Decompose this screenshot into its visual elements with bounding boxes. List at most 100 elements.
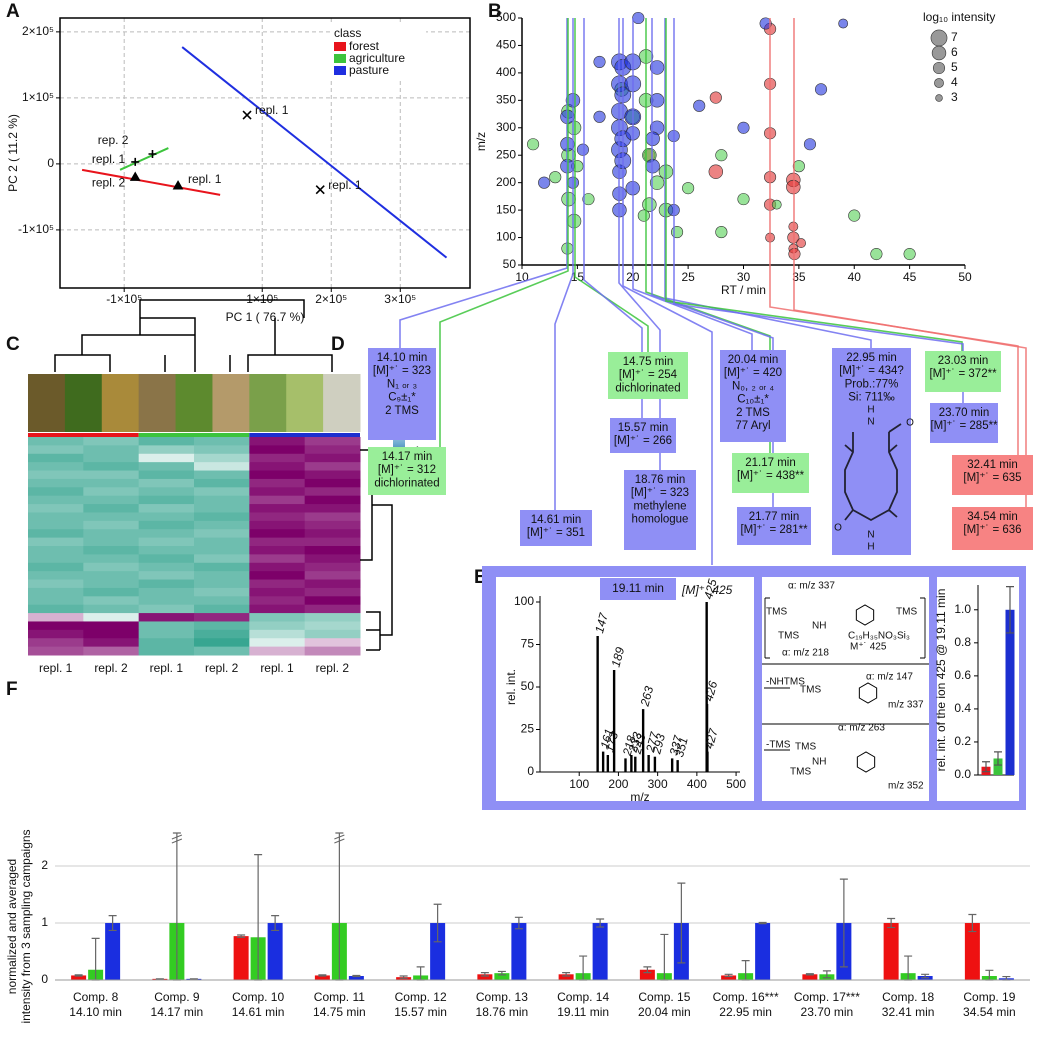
photo	[138, 374, 177, 432]
point	[576, 143, 589, 156]
y-tick-label: 0.0	[954, 767, 971, 781]
heatmap-cell	[304, 621, 361, 631]
heatmap-cell	[83, 587, 140, 597]
heatmap-cell	[83, 453, 140, 463]
heatmap-cell	[28, 453, 84, 463]
point-label: rep. 2	[98, 133, 129, 147]
heatmap-cell	[83, 604, 140, 614]
peak-label: 293	[649, 732, 668, 756]
x-tick-label: 30	[737, 270, 751, 284]
heatmap-cell	[249, 613, 306, 622]
y-tick-label: 25	[521, 722, 535, 736]
peak-label: 173	[602, 730, 621, 753]
error-bar	[805, 973, 814, 976]
heatmap-cell	[194, 453, 250, 463]
annotation-box	[732, 453, 809, 493]
x-axis-label: PC 1 ( 76.7 %)	[226, 310, 305, 324]
photo	[64, 374, 103, 432]
size-legend-label: 6	[951, 45, 958, 59]
heatmap-cell	[28, 596, 84, 606]
heatmap-cell	[138, 470, 195, 480]
heatmap-cell	[138, 587, 195, 597]
y-tick-label: 500	[496, 10, 516, 24]
heatmap-cell	[83, 629, 140, 639]
x-tick-label: 400	[687, 777, 707, 791]
x-tick-label: Comp. 16***	[713, 990, 779, 1004]
panel-letter: B	[488, 1, 502, 22]
annotation-box	[930, 403, 998, 443]
bar	[494, 973, 510, 980]
point-marker	[172, 180, 184, 190]
x-tick-label: 35	[792, 270, 806, 284]
benzene-ring	[856, 751, 876, 773]
heatmap-cell	[249, 529, 306, 539]
bar	[883, 923, 899, 980]
error-bar	[108, 915, 117, 932]
x-tick-sublabel: 22.95 min	[719, 1005, 772, 1019]
y-axis-label: normalized and averaged	[5, 859, 19, 994]
scheme-label: TMS	[790, 767, 811, 778]
heatmap-cell	[28, 462, 84, 472]
annotation-line: 23.70 min	[939, 407, 990, 419]
peak-label: 427	[702, 726, 721, 750]
heatmap-cell	[138, 621, 195, 631]
point	[642, 197, 657, 212]
heatmap-cell	[194, 596, 250, 606]
point	[737, 193, 750, 206]
annotation-line: 14.10 min	[377, 352, 428, 364]
bar	[71, 975, 87, 980]
heatmap-cell	[194, 478, 250, 488]
x-axis-label: m/z	[630, 790, 649, 804]
x-tick-label: Comp. 15	[638, 990, 690, 1004]
heatmap-cell	[28, 537, 84, 547]
heatmap-cell	[304, 478, 361, 488]
heatmap-cell	[83, 520, 140, 530]
point-marker	[242, 110, 252, 120]
y-tick-label: -1×10⁵	[18, 222, 54, 236]
heatmap-cell	[138, 629, 195, 639]
error-bar	[839, 878, 848, 968]
x-tick-label: Comp. 11	[314, 990, 365, 1004]
heatmap-cell	[138, 504, 195, 513]
heatmap-cell	[194, 520, 250, 530]
x-tick-sublabel: 23.70 min	[801, 1005, 854, 1019]
scheme-label: α: m/z 147	[866, 672, 913, 683]
x-tick-sublabel: 34.54 min	[963, 1005, 1016, 1019]
legend-swatch	[334, 66, 346, 75]
heatmap-cell	[249, 621, 306, 631]
point-label: repl. 1	[328, 178, 362, 192]
structure	[844, 432, 898, 522]
error-bar	[318, 974, 327, 977]
structure-atom: N	[867, 530, 874, 541]
connector-line	[439, 18, 569, 447]
heatmap-cell	[249, 462, 306, 472]
point	[649, 175, 665, 190]
heatmap-cell	[138, 571, 195, 581]
x-tick-sublabel: 14.61 min	[232, 1005, 285, 1019]
heatmap-cell	[28, 470, 84, 480]
bar	[964, 923, 980, 980]
photo	[286, 374, 324, 432]
structure-atom: O	[906, 418, 914, 429]
heatmap-cell	[194, 638, 250, 648]
x-tick-label: 25	[681, 270, 695, 284]
scheme-panel	[762, 577, 929, 801]
peak-label: 351	[672, 736, 691, 759]
scheme-label: TMS	[766, 607, 787, 618]
heatmap-cell	[249, 437, 306, 446]
point	[870, 247, 883, 261]
bar	[1005, 609, 1015, 775]
x-tick-label: repl. 2	[205, 661, 239, 675]
photo	[175, 374, 213, 432]
bar	[267, 923, 283, 980]
heatmap-cell	[194, 462, 250, 472]
point	[682, 182, 695, 195]
ion-label: [M]⁺˙ 425	[681, 583, 733, 597]
annotation-line: methylene	[633, 500, 686, 512]
connector-line	[632, 18, 753, 350]
error-bar	[822, 970, 831, 979]
heatmap-cell	[28, 546, 84, 555]
annotation-line: [M]⁺˙ = 434?	[839, 365, 904, 377]
annotation-line: C₉±₁*	[388, 392, 416, 404]
series-line	[181, 46, 448, 259]
